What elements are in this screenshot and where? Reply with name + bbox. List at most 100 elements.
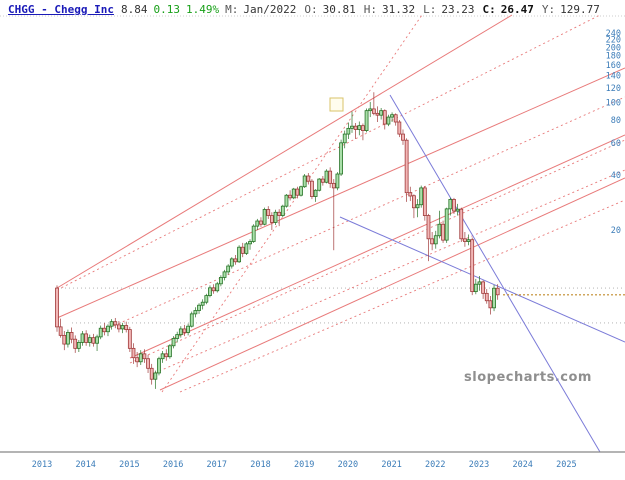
candle[interactable]: [477, 276, 482, 291]
candle[interactable]: [66, 329, 70, 348]
candle[interactable]: [430, 232, 435, 251]
candle[interactable]: [269, 212, 274, 230]
trendline-red-solid[interactable]: [129, 134, 625, 359]
candle[interactable]: [142, 349, 147, 363]
candle[interactable]: [492, 285, 496, 312]
candle[interactable]: [488, 296, 493, 315]
candle[interactable]: [204, 293, 209, 305]
candle[interactable]: [357, 121, 362, 136]
candle[interactable]: [379, 108, 384, 120]
candle[interactable]: [62, 331, 67, 351]
candle[interactable]: [437, 210, 442, 239]
candle[interactable]: [448, 197, 453, 216]
trendline-blue-solid[interactable]: [339, 216, 625, 343]
candle[interactable]: [131, 343, 136, 364]
candle[interactable]: [426, 213, 431, 262]
candle[interactable]: [452, 197, 456, 214]
candle[interactable]: [168, 344, 172, 359]
candle[interactable]: [313, 189, 318, 202]
candle[interactable]: [237, 245, 242, 263]
candle[interactable]: [175, 331, 180, 343]
candle[interactable]: [200, 299, 205, 310]
candle[interactable]: [255, 218, 260, 230]
candle[interactable]: [95, 334, 99, 352]
candle[interactable]: [80, 331, 85, 346]
candle[interactable]: [208, 285, 212, 298]
candle[interactable]: [463, 232, 467, 247]
candle[interactable]: [127, 326, 132, 352]
candle[interactable]: [84, 330, 89, 346]
candle[interactable]: [408, 186, 413, 202]
candle[interactable]: [299, 185, 303, 197]
candle[interactable]: [393, 113, 398, 126]
candle[interactable]: [368, 101, 373, 118]
candle[interactable]: [470, 237, 475, 296]
ticker-link[interactable]: CHGG - Chegg Inc: [8, 3, 114, 16]
candle[interactable]: [189, 311, 194, 328]
candle[interactable]: [193, 307, 198, 318]
candle[interactable]: [441, 220, 445, 243]
candle[interactable]: [98, 325, 103, 340]
candle[interactable]: [364, 108, 369, 133]
candle[interactable]: [76, 340, 81, 352]
candle[interactable]: [124, 321, 129, 333]
candle[interactable]: [444, 207, 449, 243]
candle[interactable]: [178, 326, 183, 338]
trendline-red-dotted[interactable]: [129, 139, 625, 364]
candle[interactable]: [171, 336, 176, 349]
candle[interactable]: [218, 275, 223, 287]
candle[interactable]: [259, 217, 263, 227]
candle[interactable]: [346, 122, 351, 139]
candle[interactable]: [149, 363, 154, 385]
trendline-red-solid[interactable]: [159, 177, 625, 391]
candle[interactable]: [233, 254, 238, 265]
candle[interactable]: [390, 112, 394, 123]
candle[interactable]: [138, 350, 143, 365]
candle[interactable]: [382, 109, 387, 130]
trendline-red-dotted[interactable]: [99, 96, 625, 333]
candle[interactable]: [73, 335, 78, 353]
candle[interactable]: [291, 187, 296, 200]
trendline-red-dotted[interactable]: [56, 14, 601, 291]
candle[interactable]: [229, 257, 234, 269]
candle[interactable]: [186, 323, 191, 336]
candle[interactable]: [160, 351, 165, 363]
candle[interactable]: [211, 284, 216, 294]
candle[interactable]: [146, 354, 150, 373]
candle[interactable]: [197, 303, 201, 314]
candle[interactable]: [455, 203, 460, 216]
candle[interactable]: [350, 111, 354, 133]
candle[interactable]: [419, 185, 424, 208]
candle[interactable]: [295, 186, 300, 199]
candle[interactable]: [182, 324, 187, 337]
candle[interactable]: [375, 106, 380, 123]
candle[interactable]: [164, 349, 169, 361]
trendline-red-solid[interactable]: [56, 14, 513, 289]
candle[interactable]: [135, 351, 140, 368]
candle[interactable]: [288, 190, 292, 201]
candle[interactable]: [397, 120, 402, 138]
candle[interactable]: [102, 322, 107, 336]
candle[interactable]: [306, 173, 311, 185]
candle[interactable]: [109, 319, 114, 330]
candle[interactable]: [284, 193, 289, 208]
candle[interactable]: [320, 175, 325, 186]
candle[interactable]: [273, 209, 278, 226]
candle[interactable]: [113, 317, 118, 329]
candle[interactable]: [371, 92, 376, 116]
trendline-red-solid[interactable]: [56, 67, 625, 319]
candle[interactable]: [324, 169, 329, 184]
candle[interactable]: [91, 333, 96, 347]
candle[interactable]: [342, 130, 347, 149]
candle[interactable]: [240, 242, 245, 258]
candle[interactable]: [277, 209, 282, 227]
annotation-rectangle[interactable]: [329, 97, 344, 112]
candle[interactable]: [331, 179, 336, 251]
candle[interactable]: [266, 206, 271, 219]
candle[interactable]: [55, 285, 59, 332]
candle[interactable]: [69, 327, 74, 344]
candle[interactable]: [310, 179, 314, 200]
candle[interactable]: [415, 199, 420, 218]
candle[interactable]: [466, 234, 471, 246]
